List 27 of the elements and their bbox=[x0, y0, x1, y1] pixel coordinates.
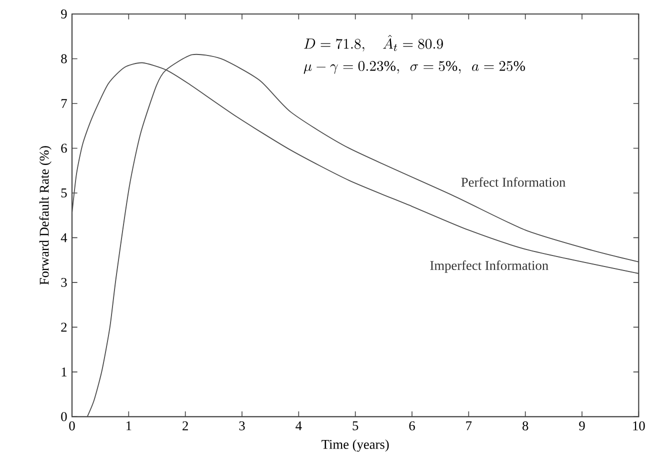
y-tick-label: 5 bbox=[61, 188, 67, 198]
y-axis-title: Forward Default Rate (%) bbox=[39, 146, 52, 285]
y-tick-label: 2 bbox=[61, 322, 67, 332]
y-tick-label: 7 bbox=[62, 99, 67, 108]
x-tick-label: 10 bbox=[633, 422, 645, 431]
series-label: Imperfect Information bbox=[430, 260, 548, 273]
y-tick-label: 4 bbox=[60, 233, 68, 242]
x-tick-label: 2 bbox=[182, 422, 188, 430]
x-tick-label: 7 bbox=[466, 422, 472, 430]
y-tick-label: 9 bbox=[61, 10, 67, 19]
y-tick-label: 6 bbox=[61, 144, 67, 153]
x-tick-label: 1 bbox=[126, 422, 132, 430]
x-axis-title: Time (years) bbox=[322, 440, 389, 452]
annotation: $\mu - \gamma = 0.23\%,\ \ \sigma = 5\%,\ \ a = 25\%$ bbox=[304, 61, 526, 74]
y-tick-label: 1 bbox=[62, 368, 67, 376]
x-tick-label: 9 bbox=[579, 422, 585, 430]
annotation: $D = 71.8,\quad \hat{A}_t = 80.9$ bbox=[304, 35, 443, 52]
x-tick-label: 3 bbox=[239, 422, 245, 430]
x-tick-label: 6 bbox=[409, 422, 415, 430]
series-label: Perfect Information bbox=[461, 177, 566, 187]
x-tick-label: 5 bbox=[352, 422, 358, 430]
y-tick-label: 8 bbox=[61, 54, 67, 64]
y-tick-label: 3 bbox=[61, 278, 67, 288]
x-tick-label: 0 bbox=[69, 422, 75, 431]
y-tick-label: 0 bbox=[61, 412, 67, 422]
x-tick-label: 8 bbox=[522, 422, 528, 431]
x-tick-label: 4 bbox=[296, 422, 302, 430]
